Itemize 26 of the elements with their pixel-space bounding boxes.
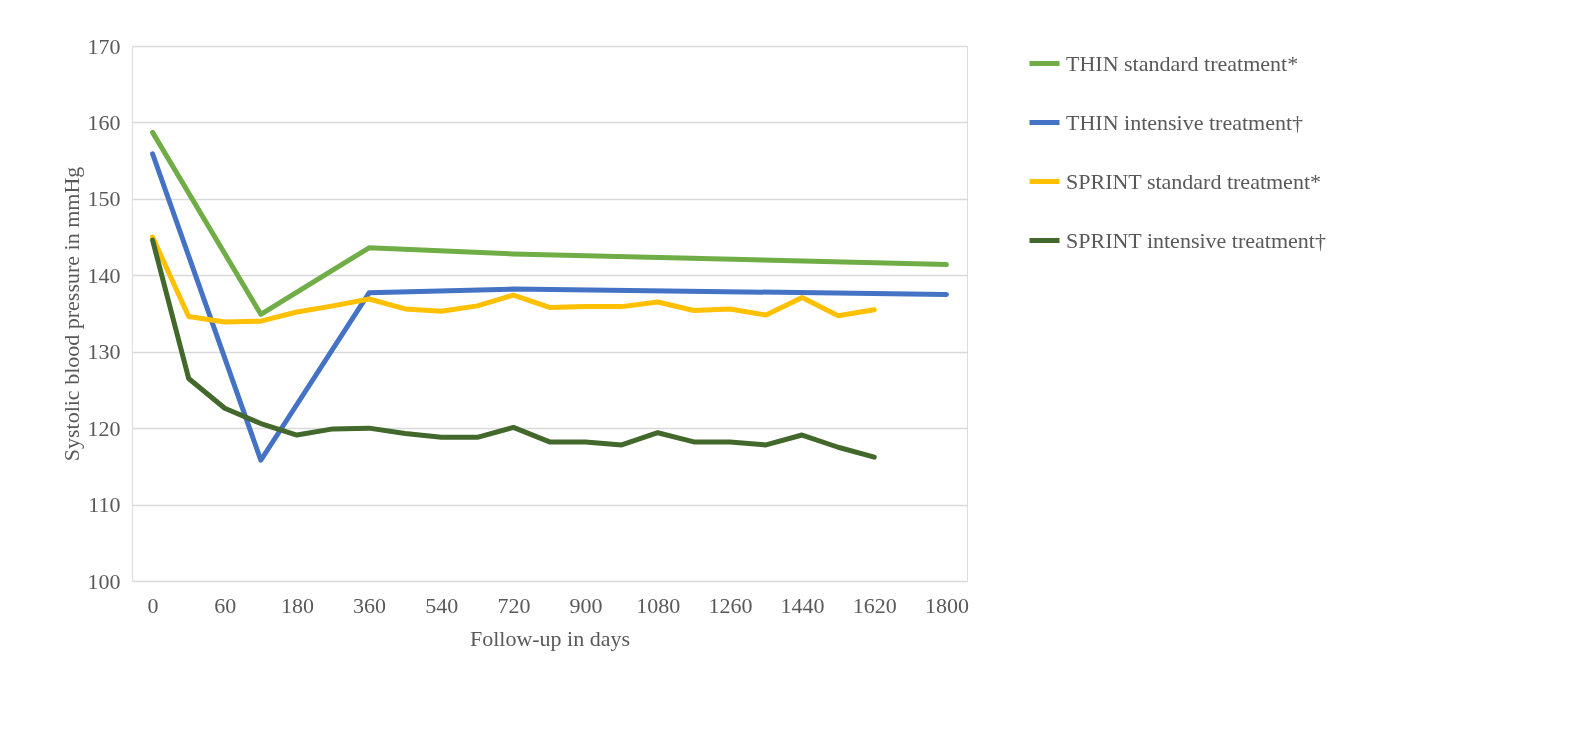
x-tick-label: 1440 [780,592,825,618]
y-tick-label: 160 [87,109,121,135]
legend-label: SPRINT intensive treatment† [1066,227,1326,253]
x-tick-label: 0 [147,592,159,618]
x-axis-title: Follow-up in days [469,625,631,651]
y-tick-label: 100 [87,568,121,594]
x-tick-label: 540 [425,592,459,618]
x-tick-label: 180 [280,592,314,618]
x-tick-label: 1080 [636,592,681,618]
y-tick-label: 110 [88,492,121,518]
y-tick-label: 150 [87,186,121,212]
x-tick-label: 1620 [852,592,897,618]
legend-label: THIN intensive treatment† [1066,109,1304,135]
x-tick-label: 1800 [924,592,969,618]
legend-label: THIN standard treatment* [1066,50,1299,76]
y-axis-title: Systolic blood pressure in mmHg [58,166,84,462]
y-tick-label: 120 [87,415,121,441]
x-tick-label: 900 [569,592,603,618]
x-tick-label: 720 [497,592,531,618]
y-tick-label: 140 [87,262,121,288]
y-tick-label: 170 [87,33,121,59]
legend-label: SPRINT standard treatment* [1066,168,1321,194]
x-tick-label: 360 [353,592,387,618]
x-tick-label: 1260 [708,592,753,618]
y-tick-label: 130 [87,339,121,365]
x-tick-label: 60 [214,592,237,618]
